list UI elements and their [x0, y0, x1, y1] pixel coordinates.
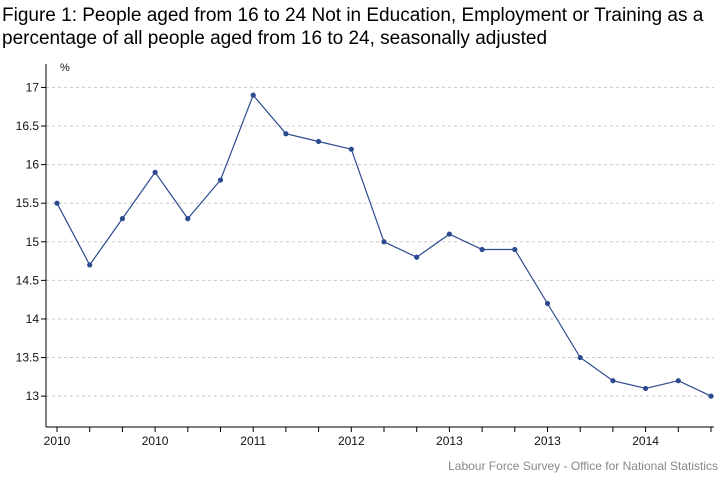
data-point	[316, 138, 322, 145]
y-tick-label: 15	[26, 235, 40, 249]
x-tick-label: 2013	[534, 434, 561, 448]
source-note: Labour Force Survey - Office for Nationa…	[448, 459, 718, 473]
y-tick-label: 16	[26, 158, 40, 172]
x-tick-label: 2014	[632, 434, 659, 448]
data-point	[283, 131, 289, 137]
data-point	[512, 246, 518, 253]
data-point	[577, 354, 583, 361]
y-tick-label: 13.5	[16, 351, 40, 365]
data-point	[610, 378, 616, 384]
y-tick-label: 16.5	[16, 119, 40, 133]
data-point	[708, 393, 714, 399]
data-point	[348, 146, 354, 152]
x-tick-label: 2012	[338, 434, 365, 448]
x-tick-label: 2011	[240, 434, 266, 448]
y-axis-ticks: 13 13.5 14 14.5 15 15.5 16 16.5 17	[16, 80, 46, 403]
data-point	[643, 385, 649, 392]
y-tick-label: 13	[26, 389, 40, 403]
x-tick-label: 2010	[44, 434, 71, 448]
chart-title: Figure 1: People aged from 16 to 24 Not …	[2, 5, 704, 49]
x-axis-ticks: 2010 2010 2011 2012 2013 2013 2014	[44, 427, 712, 448]
data-point	[54, 200, 60, 206]
data-point	[446, 231, 452, 237]
series-line	[56, 94, 712, 397]
data-point	[250, 92, 256, 98]
data-point	[87, 262, 93, 268]
x-tick-label: 2013	[436, 434, 463, 448]
y-tick-label: 15.5	[16, 196, 40, 210]
data-point	[675, 378, 681, 384]
series-points	[54, 92, 714, 399]
y-tick-label: 14	[26, 312, 40, 326]
gridlines	[46, 86, 714, 397]
axes	[45, 64, 714, 428]
y-axis-unit-label: %	[60, 62, 70, 74]
data-point	[414, 254, 420, 260]
series-path	[56, 94, 712, 397]
data-point	[119, 216, 125, 222]
data-point	[381, 239, 387, 245]
y-tick-label: 14.5	[16, 273, 40, 287]
y-tick-label: 17	[26, 80, 40, 94]
data-point	[185, 216, 191, 222]
x-tick-label: 2010	[142, 434, 169, 448]
data-point	[544, 300, 551, 307]
data-point	[152, 169, 158, 175]
data-point	[479, 246, 485, 253]
data-point	[217, 177, 224, 183]
